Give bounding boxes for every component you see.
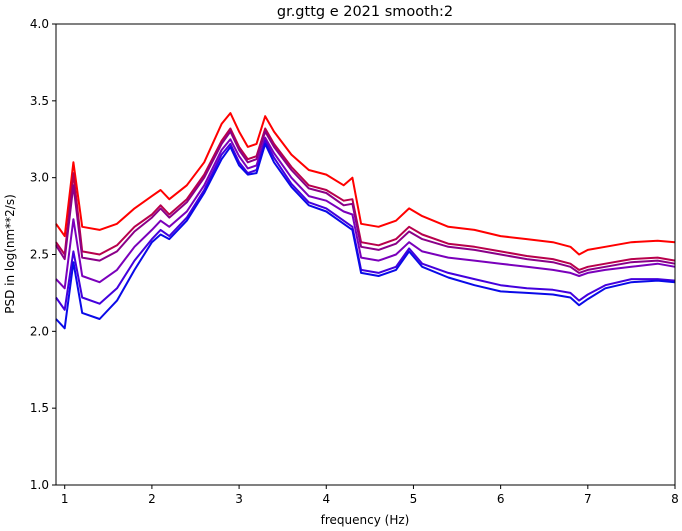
- y-tick-label: 1.0: [30, 478, 49, 492]
- x-tick-label: 5: [410, 492, 418, 506]
- x-tick-label: 8: [671, 492, 679, 506]
- series-line-2: [55, 127, 676, 271]
- y-tick-label: 3.5: [30, 94, 49, 108]
- y-tick-label: 4.0: [30, 17, 49, 31]
- series-line-1: [55, 112, 676, 256]
- x-tick-label: 4: [322, 492, 330, 506]
- chart-title: gr.gttg e 2021 smooth:2: [277, 4, 453, 20]
- series-line-4: [55, 136, 676, 290]
- x-tick-label: 3: [235, 492, 243, 506]
- x-tick-label: 1: [61, 492, 69, 506]
- series-line-3: [55, 130, 676, 274]
- x-tick-label: 7: [584, 492, 592, 506]
- x-tick-label: 6: [497, 492, 505, 506]
- x-axis: 1 2 3 4 5 6 7 8: [61, 485, 679, 506]
- x-tick-label: 2: [148, 492, 156, 506]
- y-tick-label: 2.0: [30, 324, 49, 338]
- y-axis: 1.0 1.5 2.0 2.5 3.0 3.5 4.0: [30, 17, 56, 492]
- y-tick-label: 3.0: [30, 171, 49, 185]
- x-axis-label: frequency (Hz): [321, 513, 410, 527]
- series-line-6: [55, 142, 676, 330]
- y-tick-label: 1.5: [30, 401, 49, 415]
- series-layer: [55, 112, 676, 330]
- y-axis-label: PSD in log(nm**2/s): [3, 194, 17, 314]
- series-line-5: [55, 139, 676, 311]
- y-tick-label: 2.5: [30, 248, 49, 262]
